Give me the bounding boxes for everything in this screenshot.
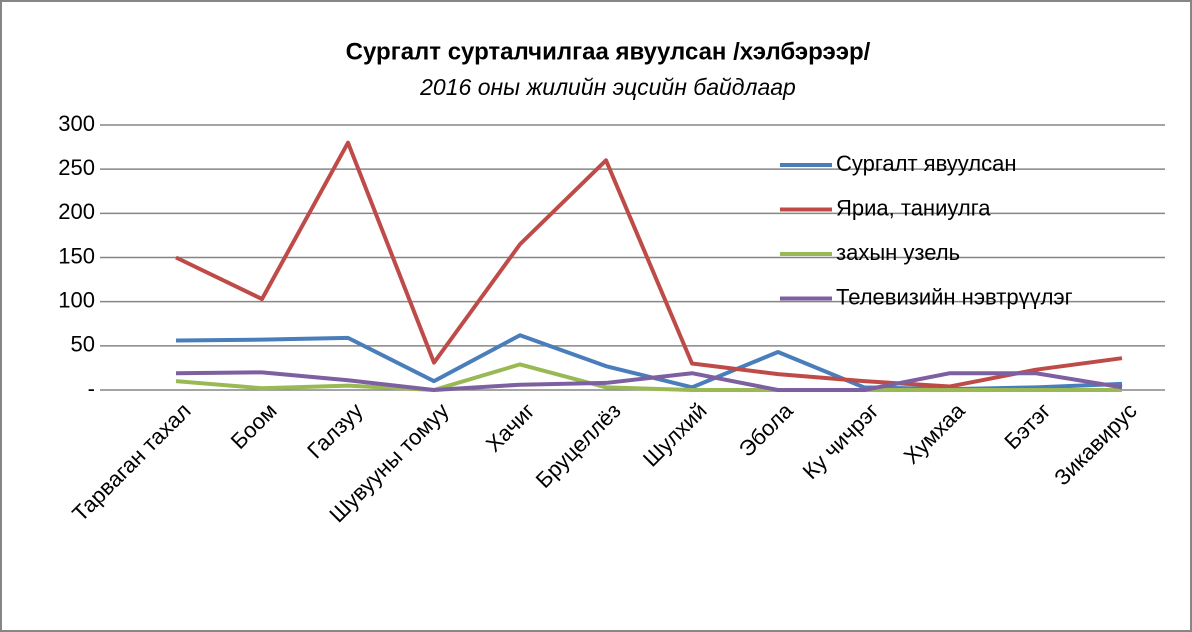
chart-title: Сургалт сурталчилгаа явуулсан /хэлбэрээр… <box>346 38 871 65</box>
legend-label: Телевизийн нэвтрүүлэг <box>836 284 1073 309</box>
chart-subtitle: 2016 оны жилийн эцсийн байдлаар <box>419 74 796 100</box>
y-tick-label: 250 <box>58 155 95 180</box>
y-tick-label: 300 <box>58 111 95 136</box>
y-tick-label: 200 <box>58 199 95 224</box>
legend-label: захын узель <box>836 240 960 265</box>
legend-label: Сургалт явуулсан <box>836 151 1017 176</box>
series-line <box>175 370 1123 392</box>
series-line <box>175 140 1123 389</box>
y-tick-label: 50 <box>71 332 95 357</box>
y-tick-label: 150 <box>58 243 95 268</box>
y-tick-label: 100 <box>58 287 95 312</box>
series-line <box>175 362 1122 392</box>
y-tick-label: - <box>88 376 95 401</box>
legend-label: Яриа, таниулга <box>836 195 991 220</box>
